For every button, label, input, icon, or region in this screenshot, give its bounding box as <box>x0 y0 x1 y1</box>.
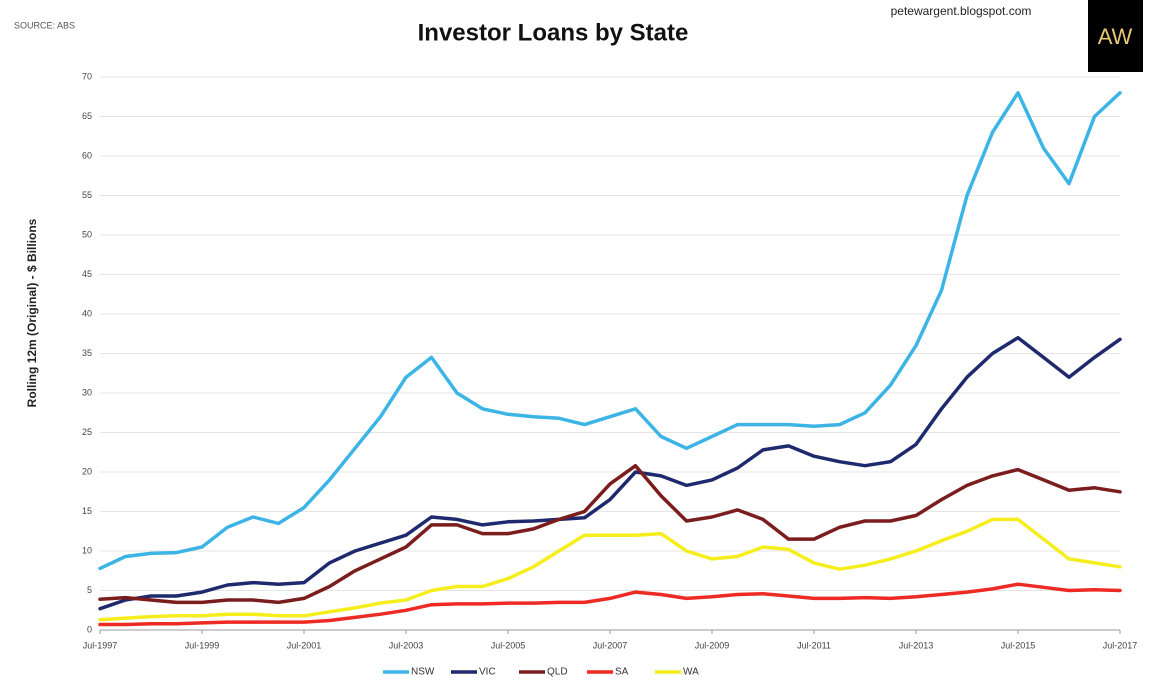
logo-box <box>1088 0 1143 72</box>
x-tick-label: Jul-1999 <box>185 640 220 650</box>
series-line <box>98 582 1122 627</box>
x-tick-label: Jul-2015 <box>1001 640 1036 650</box>
series-line <box>98 463 1122 605</box>
x-tick-label: Jul-2001 <box>287 640 322 650</box>
y-tick-label: 30 <box>82 387 92 397</box>
y-axis-label: Rolling 12m (Original) - $ Billions <box>25 218 39 407</box>
x-tick-label: Jul-2005 <box>491 640 526 650</box>
y-tick-label: 45 <box>82 269 92 279</box>
x-tick-label: Jul-2003 <box>389 640 424 650</box>
series-line <box>98 91 1122 571</box>
x-tick-label: Jul-2009 <box>695 640 730 650</box>
y-tick-label: 40 <box>82 308 92 318</box>
y-tick-label: 25 <box>82 427 92 437</box>
legend-label: WA <box>683 667 699 678</box>
legend-label: VIC <box>479 667 496 678</box>
y-tick-label: 70 <box>82 71 92 81</box>
y-tick-label: 10 <box>82 545 92 555</box>
x-tick-label: Jul-2017 <box>1103 640 1138 650</box>
y-tick-label: 5 <box>87 585 92 595</box>
y-tick-label: 0 <box>87 624 92 634</box>
x-tick-label: Jul-1997 <box>83 640 118 650</box>
legend-label: SA <box>615 667 629 678</box>
y-tick-label: 35 <box>82 348 92 358</box>
credit: petewargent.blogspot.com <box>891 4 1032 18</box>
y-tick-label: 50 <box>82 229 92 239</box>
y-tick-label: 20 <box>82 466 92 476</box>
y-tick-label: 60 <box>82 150 92 160</box>
x-tick-label: Jul-2011 <box>797 640 831 650</box>
chart-title: Investor Loans by State <box>418 19 689 46</box>
x-tick-label: Jul-2007 <box>593 640 628 650</box>
logo: AW <box>1098 24 1133 49</box>
series-line <box>98 517 1122 622</box>
source: SOURCE: ABS <box>14 20 75 30</box>
y-tick-label: 55 <box>82 190 92 200</box>
legend-label: QLD <box>547 667 568 678</box>
y-tick-label: 65 <box>82 111 92 121</box>
series-line <box>98 335 1122 611</box>
legend-label: NSW <box>411 667 435 678</box>
y-tick-label: 15 <box>82 506 92 516</box>
x-tick-label: Jul-2013 <box>899 640 934 650</box>
